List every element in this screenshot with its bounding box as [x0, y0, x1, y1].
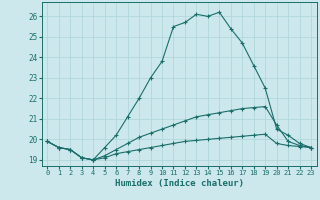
X-axis label: Humidex (Indice chaleur): Humidex (Indice chaleur): [115, 179, 244, 188]
